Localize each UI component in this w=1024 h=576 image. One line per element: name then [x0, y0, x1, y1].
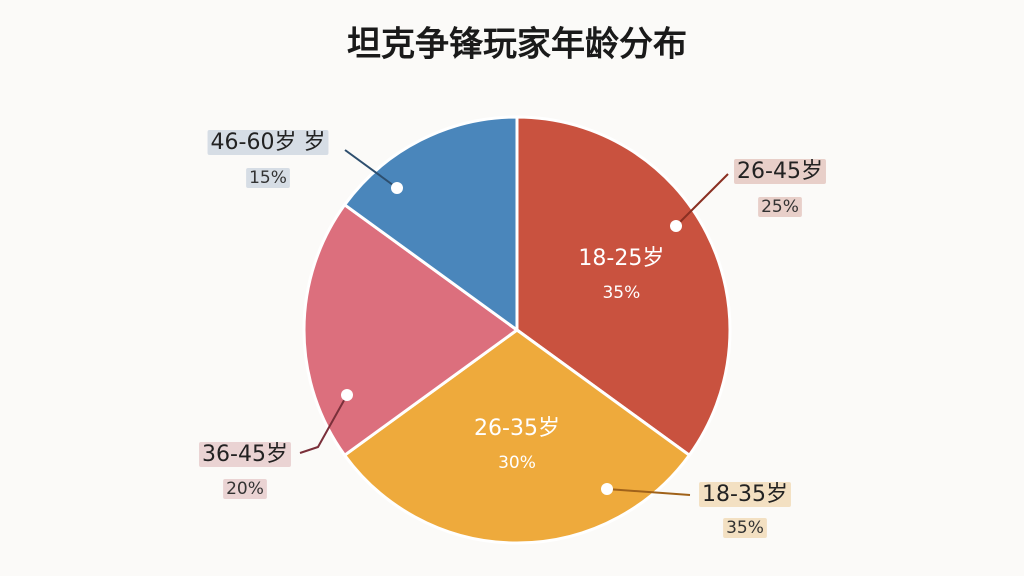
callout-text: 20% [226, 479, 264, 499]
callout-background [723, 518, 767, 538]
pie-slice [342, 115, 519, 333]
pie-slice [302, 202, 520, 458]
pie-slice [515, 115, 732, 458]
callout-background [199, 442, 291, 467]
callout-line [606, 488, 691, 496]
callout-line [299, 394, 348, 454]
callout-dot [670, 220, 682, 232]
callout-background [699, 482, 791, 507]
callout-background [223, 479, 267, 499]
slice-label: 18-25岁 [578, 246, 664, 271]
callout-label: 18-35岁 [702, 482, 788, 507]
callout-background [758, 197, 802, 217]
callout-dot [391, 182, 403, 194]
callout-label: 26-45岁 [737, 159, 823, 184]
callout-label: 46-60岁 岁 [211, 130, 326, 155]
slice-value-label: 35% [602, 283, 640, 303]
callout-text: 35% [726, 518, 764, 538]
slice-value-label: 30% [498, 453, 536, 473]
callout-line [675, 173, 729, 227]
callout-background [734, 159, 826, 184]
callout-background [246, 168, 290, 188]
callout-text: 15% [249, 168, 287, 188]
callout-background [207, 130, 329, 155]
slice-label: 26-35岁 [474, 416, 560, 441]
callout-label: 36-45岁 [202, 442, 288, 467]
callout-dot [341, 389, 353, 401]
callout-text: 25% [761, 197, 799, 217]
chart-title: 坦克争锋玩家年龄分布 [347, 25, 687, 65]
callout-line [344, 149, 398, 189]
callout-dot [601, 483, 613, 495]
